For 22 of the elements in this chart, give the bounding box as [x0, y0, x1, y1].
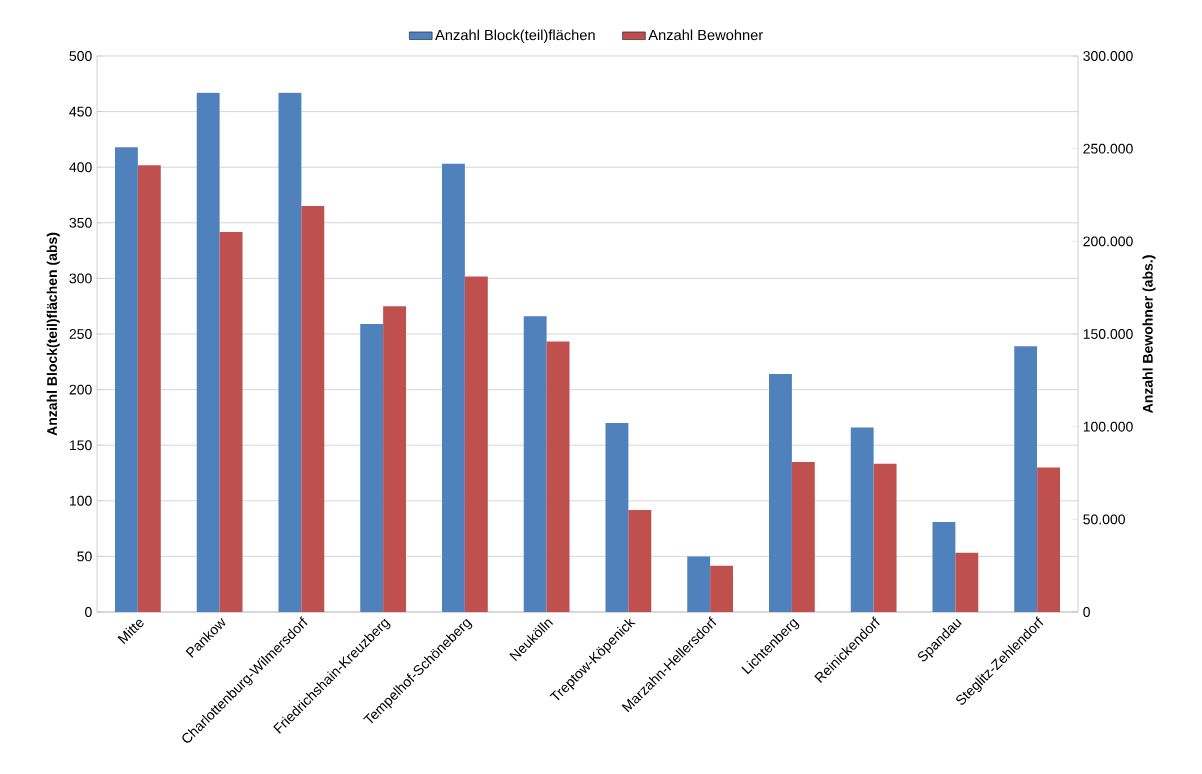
y2-tick-label: 300.000: [1083, 51, 1133, 61]
y2-axis-title: Anzahl Bewohner (abs.): [1142, 255, 1156, 413]
y-tick-label: 400: [69, 162, 92, 173]
y-tick-label: 200: [69, 384, 92, 395]
y-tick-label: 150: [70, 440, 92, 451]
y-tick-label: 350: [69, 217, 92, 228]
y2-tick-label: 250.000: [1083, 143, 1133, 154]
y-axis-title: Anzahl Block(teil)flächen (abs): [46, 232, 60, 436]
legend-label: Anzahl Block(teil)flächen: [435, 29, 595, 44]
y-tick-label: 100: [70, 495, 92, 506]
y-tick-label: 50: [77, 551, 92, 562]
y-tick-label: 500: [69, 51, 92, 61]
y-tick-label: 250: [69, 329, 92, 339]
y-tick-label: 450: [69, 106, 92, 117]
y2-tick-label: 50.000: [1083, 514, 1125, 525]
y2-tick-label: 150.000: [1083, 329, 1133, 339]
y2-tick-label: 0: [1083, 607, 1090, 617]
y2-tick-label: 200.000: [1083, 236, 1133, 247]
legend-label: Anzahl Bewohner: [648, 29, 763, 41]
y2-tick-label: 100.000: [1083, 421, 1133, 432]
y-tick-label: 0: [85, 607, 92, 617]
y-tick-label: 300: [69, 273, 92, 284]
